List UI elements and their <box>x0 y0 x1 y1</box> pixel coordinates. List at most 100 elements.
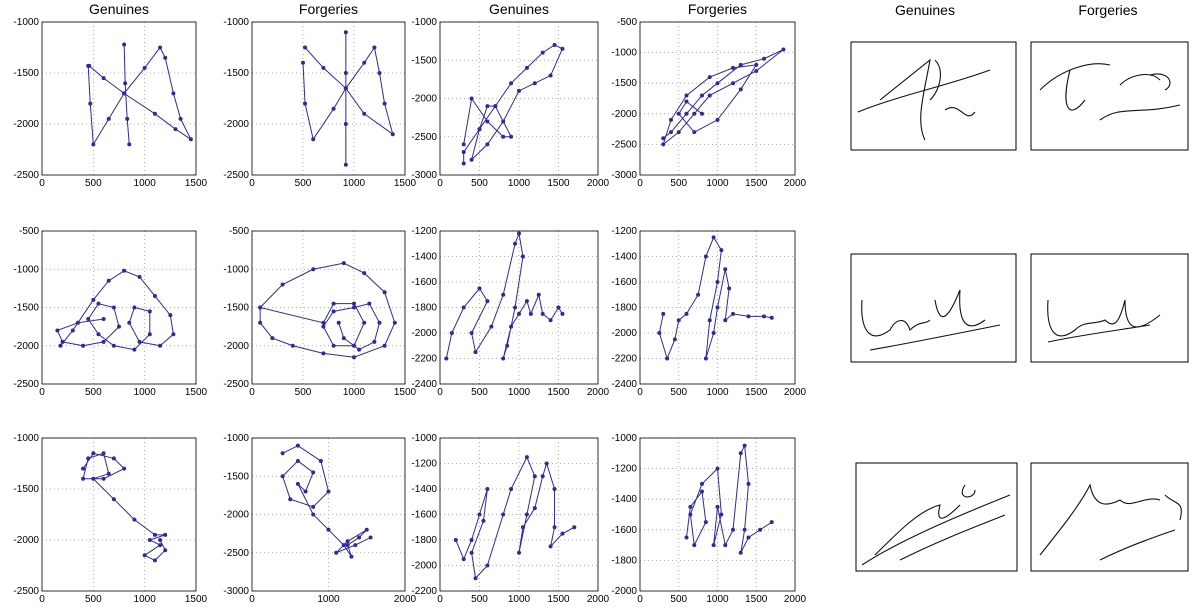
y-tick-label: -2500 <box>223 548 249 559</box>
point <box>344 71 348 75</box>
signature-frame <box>1031 254 1188 362</box>
panel-title: Genuines <box>895 2 955 18</box>
point <box>474 350 478 354</box>
point <box>296 482 300 486</box>
point <box>281 474 285 478</box>
x-tick-label: 500 <box>670 594 687 605</box>
point <box>342 336 346 340</box>
point <box>122 467 126 471</box>
point <box>517 89 521 93</box>
x-tick-label: 1000 <box>706 594 729 605</box>
x-tick-label: 0 <box>39 178 45 189</box>
point <box>533 81 537 85</box>
point <box>342 261 346 265</box>
plot: 050010001500-2500-2000-1500-1000-500 <box>223 226 416 398</box>
point <box>747 535 751 539</box>
point <box>148 538 152 542</box>
point <box>311 267 315 271</box>
point <box>781 48 785 52</box>
point <box>127 142 131 146</box>
point <box>179 117 183 121</box>
y-tick-label: -500 <box>617 17 637 28</box>
point <box>719 513 723 517</box>
point <box>509 487 513 491</box>
point <box>296 444 300 448</box>
y-tick-label: -1600 <box>411 510 437 521</box>
point <box>712 331 716 335</box>
y-tick-label: -1000 <box>611 433 637 444</box>
point <box>132 348 136 352</box>
point <box>723 543 727 547</box>
y-tick-label: -1500 <box>13 303 39 314</box>
point <box>281 283 285 287</box>
y-tick-label: -1000 <box>223 433 249 444</box>
point <box>112 306 116 310</box>
point <box>677 130 681 134</box>
x-tick-label: 0 <box>249 178 255 189</box>
point <box>81 477 85 481</box>
point <box>143 66 147 70</box>
y-tick-label: -1500 <box>223 303 249 314</box>
point <box>143 553 147 557</box>
point <box>362 112 366 116</box>
point <box>700 93 704 97</box>
point <box>716 81 720 85</box>
point <box>148 309 152 313</box>
x-tick-label: 500 <box>670 178 687 189</box>
y-tick-label: -3000 <box>411 170 437 181</box>
point <box>549 318 553 322</box>
y-tick-label: -500 <box>229 226 249 237</box>
y-tick-label: -1400 <box>411 484 437 495</box>
y-tick-label: -1500 <box>611 78 637 89</box>
point <box>58 344 62 348</box>
point <box>353 543 357 547</box>
x-tick-label: 1500 <box>185 178 208 189</box>
y-tick-label: -1800 <box>411 303 437 314</box>
point <box>311 470 315 474</box>
y-tick-label: -2000 <box>223 119 249 130</box>
point <box>470 538 474 542</box>
point <box>352 306 356 310</box>
point <box>321 66 325 70</box>
point <box>677 112 681 116</box>
x-tick-label: 0 <box>39 387 45 398</box>
x-tick-label: 500 <box>85 178 102 189</box>
x-tick-label: 0 <box>437 594 443 605</box>
point <box>541 312 545 316</box>
point <box>704 357 708 361</box>
x-tick-label: 1000 <box>343 178 366 189</box>
point <box>509 325 513 329</box>
point <box>549 544 553 548</box>
y-tick-label: -2000 <box>611 586 637 597</box>
x-tick-label: 1000 <box>508 178 531 189</box>
point <box>311 505 315 509</box>
point <box>692 112 696 116</box>
point <box>688 513 692 517</box>
point <box>367 302 371 306</box>
signature-frame <box>1031 463 1188 571</box>
point <box>462 306 466 310</box>
point <box>685 112 689 116</box>
point <box>747 482 751 486</box>
point <box>291 344 295 348</box>
point <box>346 539 350 543</box>
point <box>321 321 325 325</box>
point <box>301 61 305 65</box>
x-tick-label: 1000 <box>134 387 157 398</box>
point <box>112 344 116 348</box>
point <box>692 130 696 134</box>
x-tick-label: 1000 <box>134 178 157 189</box>
point <box>357 348 361 352</box>
point <box>553 525 557 529</box>
x-tick-label: 500 <box>670 387 687 398</box>
point <box>96 302 100 306</box>
point <box>332 302 336 306</box>
point <box>762 57 766 61</box>
y-tick-label: -3000 <box>611 170 637 181</box>
x-tick-label: 0 <box>637 178 643 189</box>
plot: 0500100015002000-2400-2200-2000-1800-160… <box>411 226 609 398</box>
point <box>677 318 681 322</box>
point <box>327 490 331 494</box>
point <box>304 490 308 494</box>
x-tick-label: 2000 <box>587 387 610 398</box>
